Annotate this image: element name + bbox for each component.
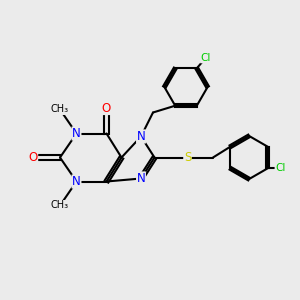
Text: S: S	[184, 151, 191, 164]
Text: CH₃: CH₃	[51, 104, 69, 115]
Text: N: N	[72, 175, 81, 188]
Text: CH₃: CH₃	[51, 200, 69, 211]
Text: O: O	[102, 101, 111, 115]
Text: Cl: Cl	[201, 53, 211, 63]
Text: N: N	[136, 172, 146, 185]
Text: Cl: Cl	[275, 163, 286, 173]
Text: N: N	[136, 130, 146, 143]
Text: O: O	[28, 151, 38, 164]
Text: N: N	[72, 127, 81, 140]
